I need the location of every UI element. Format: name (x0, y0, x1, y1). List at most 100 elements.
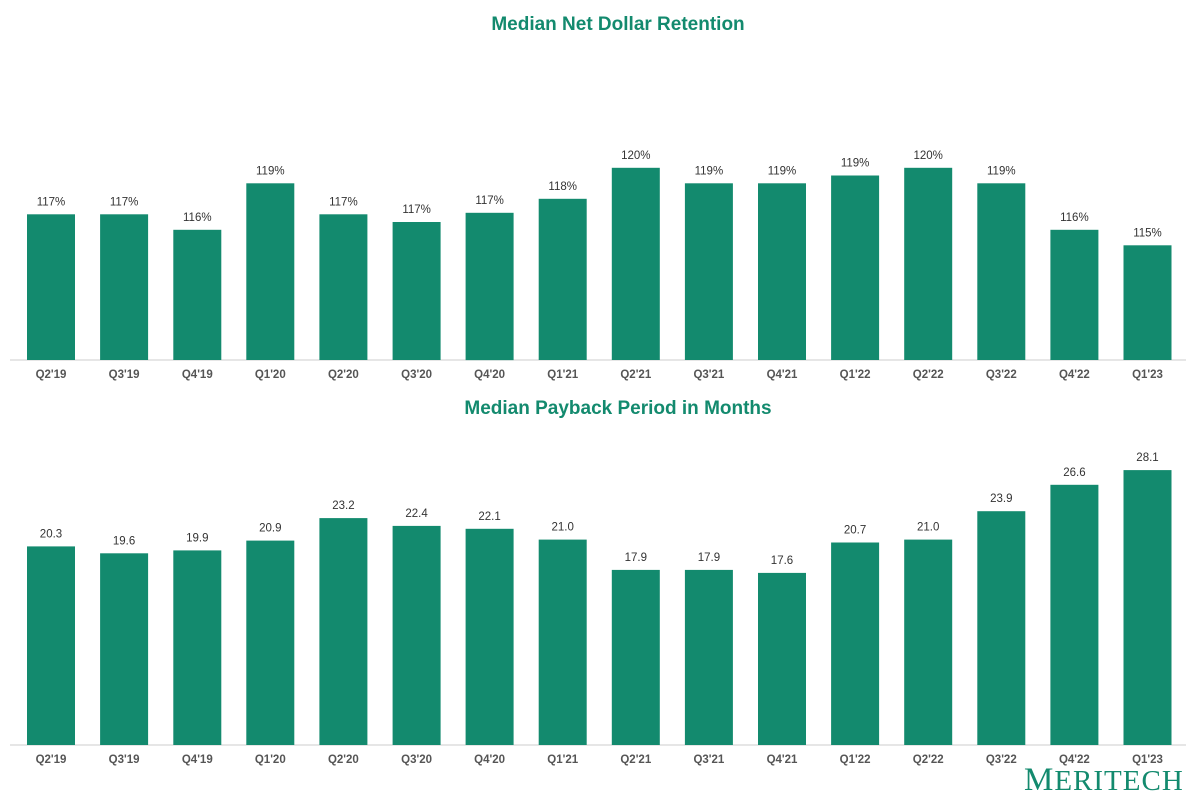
payback-value-label: 17.9 (698, 552, 720, 564)
ndr-tick-label: Q3'21 (693, 369, 724, 381)
payback-value-label: 26.6 (1063, 467, 1085, 479)
payback-tick-label: Q3'22 (986, 754, 1017, 766)
ndr-value-label: 118% (548, 181, 577, 193)
payback-value-label: 21.0 (552, 522, 574, 534)
payback-bar (611, 569, 660, 745)
ndr-bar (246, 183, 295, 360)
payback-bar (173, 550, 222, 745)
ndr-tick-label: Q4'19 (182, 369, 213, 381)
ndr-chart: Median Net Dollar Retention 117% Q2'19 117… (10, 14, 1186, 381)
ndr-value-label: 116% (183, 212, 212, 224)
payback-tick-label: Q2'22 (913, 754, 944, 766)
ndr-bar (100, 214, 149, 360)
payback-bar (1050, 484, 1099, 745)
payback-value-label: 20.3 (40, 528, 62, 540)
payback-bar (684, 569, 733, 745)
payback-value-label: 17.6 (771, 555, 793, 567)
payback-tick-label: Q1'21 (547, 754, 578, 766)
ndr-tick-label: Q3'20 (401, 369, 432, 381)
ndr-bar (1123, 245, 1172, 360)
payback-bar (246, 540, 295, 745)
payback-bar (100, 553, 149, 745)
payback-value-label: 20.9 (259, 523, 281, 535)
ndr-tick-label: Q4'21 (767, 369, 798, 381)
payback-tick-label: Q1'22 (840, 754, 871, 766)
ndr-value-label: 120% (621, 150, 650, 162)
payback-value-label: 28.1 (1136, 452, 1158, 464)
payback-bar (319, 518, 368, 745)
payback-tick-label: Q4'20 (474, 754, 505, 766)
payback-value-label: 21.0 (917, 522, 939, 534)
payback-tick-label: Q4'21 (767, 754, 798, 766)
ndr-value-label: 117% (37, 196, 66, 208)
ndr-bar (538, 198, 587, 360)
ndr-tick-label: Q1'23 (1132, 369, 1163, 381)
payback-tick-label: Q1'20 (255, 754, 286, 766)
payback-value-label: 22.4 (405, 508, 428, 520)
ndr-tick-label: Q1'21 (547, 369, 578, 381)
ndr-value-label: 117% (475, 195, 504, 207)
ndr-tick-label: Q2'22 (913, 369, 944, 381)
payback-bar (392, 525, 441, 745)
payback-tick-label: Q3'19 (109, 754, 140, 766)
payback-value-label: 17.9 (625, 552, 647, 564)
payback-bar (538, 539, 587, 745)
payback-bar (904, 539, 953, 745)
payback-tick-label: Q4'19 (182, 754, 213, 766)
payback-tick-label: Q4'22 (1059, 754, 1090, 766)
ndr-tick-label: Q4'20 (474, 369, 505, 381)
ndr-bar (977, 183, 1026, 360)
payback-value-label: 19.9 (186, 532, 208, 544)
ndr-value-label: 117% (110, 196, 139, 208)
payback-bar (27, 546, 75, 745)
ndr-value-label: 120% (913, 150, 942, 162)
payback-tick-label: Q2'19 (36, 754, 67, 766)
ndr-bar (831, 175, 880, 360)
payback-value-label: 23.9 (990, 493, 1012, 505)
payback-bar (1123, 470, 1172, 745)
ndr-value-label: 119% (841, 158, 870, 170)
ndr-tick-label: Q2'21 (620, 369, 651, 381)
ndr-value-label: 119% (695, 165, 724, 177)
ndr-bar (758, 183, 806, 360)
payback-tick-label: Q2'20 (328, 754, 359, 766)
payback-tick-label: Q3'21 (693, 754, 724, 766)
ndr-tick-label: Q3'19 (109, 369, 140, 381)
ndr-value-label: 119% (768, 165, 797, 177)
logo-text: MERITECH (1024, 762, 1184, 798)
ndr-bar (684, 183, 733, 360)
ndr-value-label: 117% (329, 196, 358, 208)
ndr-value-label: 116% (1060, 212, 1089, 224)
payback-chart-title: Median Payback Period in Months (464, 398, 771, 419)
ndr-bar (173, 229, 222, 360)
payback-tick-label: Q1'23 (1132, 754, 1163, 766)
payback-tick-label: Q3'20 (401, 754, 432, 766)
payback-value-label: 23.2 (332, 500, 354, 512)
payback-value-label: 19.6 (113, 535, 135, 547)
ndr-bar (904, 167, 953, 360)
ndr-bar (392, 222, 441, 360)
payback-bar (831, 542, 880, 745)
payback-value-label: 22.1 (478, 511, 500, 523)
payback-bar (465, 528, 514, 745)
payback-bar (977, 511, 1026, 745)
ndr-bar (27, 214, 75, 360)
ndr-tick-label: Q1'22 (840, 369, 871, 381)
ndr-bar (319, 214, 368, 360)
payback-value-label: 20.7 (844, 525, 866, 537)
ndr-tick-label: Q2'20 (328, 369, 359, 381)
ndr-tick-label: Q3'22 (986, 369, 1017, 381)
ndr-tick-label: Q2'19 (36, 369, 67, 381)
ndr-tick-label: Q4'22 (1059, 369, 1090, 381)
ndr-chart-title: Median Net Dollar Retention (491, 14, 744, 35)
ndr-value-label: 115% (1133, 227, 1162, 239)
ndr-tick-label: Q1'20 (255, 369, 286, 381)
payback-tick-label: Q2'21 (620, 754, 651, 766)
payback-chart: Median Payback Period in Months 20.3 Q2'1… (10, 398, 1186, 766)
payback-bar (758, 572, 806, 745)
ndr-bar (465, 212, 514, 361)
ndr-value-label: 119% (987, 165, 1016, 177)
ndr-value-label: 119% (256, 165, 285, 177)
ndr-bar (1050, 229, 1099, 360)
